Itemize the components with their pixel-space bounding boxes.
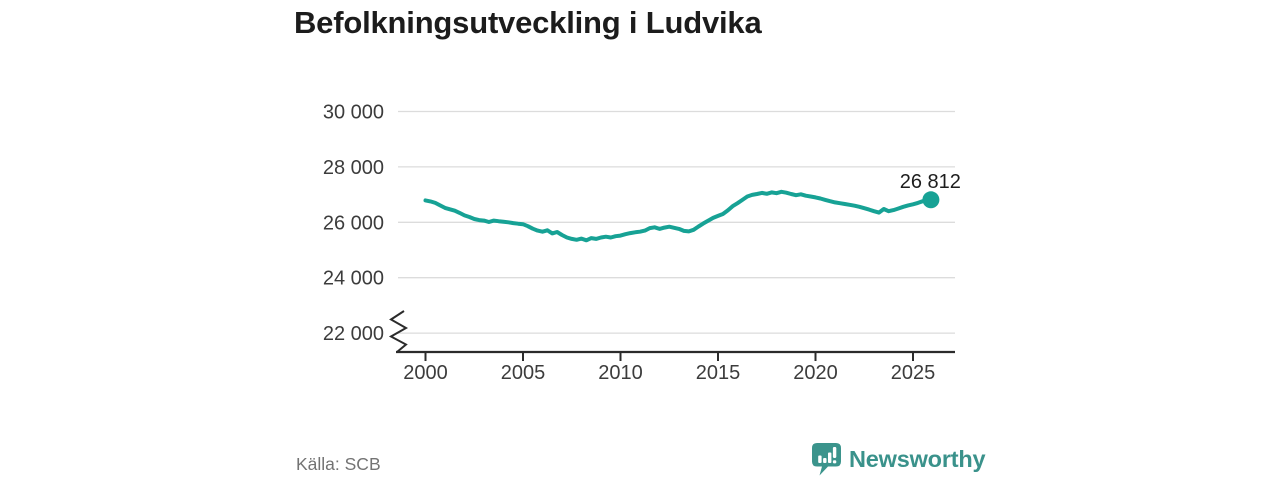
latest-value-label: 26 812 bbox=[900, 171, 961, 193]
y-tick-label: 26 000 bbox=[323, 212, 384, 234]
population-line bbox=[423, 189, 933, 243]
x-tick-label: 2020 bbox=[793, 362, 838, 384]
y-tick-label: 30 000 bbox=[323, 102, 384, 124]
x-tick-label: 2005 bbox=[501, 362, 546, 384]
y-tick-label: 24 000 bbox=[323, 268, 384, 290]
y-tick-label: 22 000 bbox=[323, 323, 384, 345]
source-note: Källa: SCB bbox=[296, 454, 381, 474]
x-tick-label: 2000 bbox=[403, 362, 448, 384]
newsworthy-logo-icon bbox=[812, 442, 841, 475]
bar-chart-glyph bbox=[818, 446, 837, 463]
axis-break-icon bbox=[388, 310, 409, 353]
x-tick-label: 2010 bbox=[598, 362, 643, 384]
x-tick-label: 2015 bbox=[696, 362, 741, 384]
y-tick-label: 28 000 bbox=[323, 157, 384, 179]
x-tick-label: 2025 bbox=[891, 362, 936, 384]
newsworthy-logo-text: Newsworthy bbox=[849, 445, 986, 472]
newsworthy-logo: Newsworthy bbox=[811, 441, 986, 477]
chart-title: Befolkningsutveckling i Ludvika bbox=[294, 5, 762, 40]
latest-value-dot bbox=[922, 191, 940, 209]
